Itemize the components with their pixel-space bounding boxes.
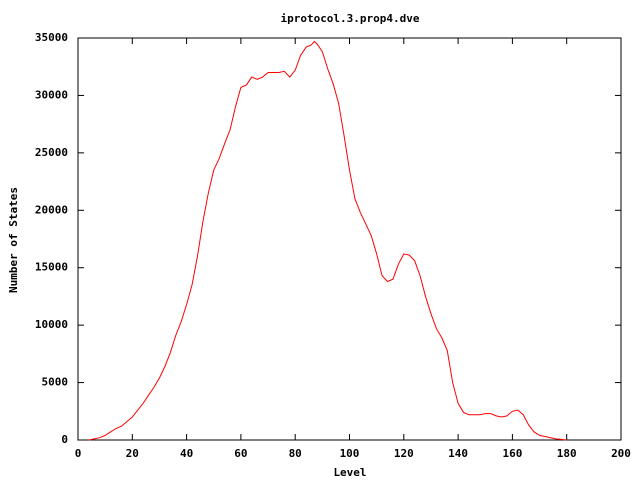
y-tick-label: 0 bbox=[61, 433, 68, 446]
x-tick-label: 180 bbox=[557, 447, 577, 460]
x-tick-label: 160 bbox=[502, 447, 522, 460]
y-tick-label: 20000 bbox=[35, 203, 68, 216]
x-tick-label: 80 bbox=[289, 447, 302, 460]
y-tick-label: 30000 bbox=[35, 88, 68, 101]
x-tick-label: 200 bbox=[611, 447, 631, 460]
x-tick-label: 120 bbox=[394, 447, 414, 460]
x-tick-label: 60 bbox=[234, 447, 247, 460]
plot-frame bbox=[77, 37, 622, 441]
chart-title: iprotocol.3.prop4.dve bbox=[280, 12, 419, 25]
y-tick-label: 25000 bbox=[35, 146, 68, 159]
x-tick-label: 40 bbox=[180, 447, 193, 460]
x-tick-label: 140 bbox=[448, 447, 468, 460]
x-tick-label: 20 bbox=[126, 447, 139, 460]
data-line bbox=[88, 40, 567, 441]
x-tick-label: 100 bbox=[340, 447, 360, 460]
y-tick-label: 15000 bbox=[35, 261, 68, 274]
y-tick-label: 5000 bbox=[42, 376, 69, 389]
x-tick-label: 0 bbox=[75, 447, 82, 460]
y-tick-label: 10000 bbox=[35, 318, 68, 331]
x-axis-label: Level bbox=[333, 466, 366, 479]
y-axis-label: Number of States bbox=[7, 187, 20, 293]
y-tick-label: 35000 bbox=[35, 31, 68, 44]
